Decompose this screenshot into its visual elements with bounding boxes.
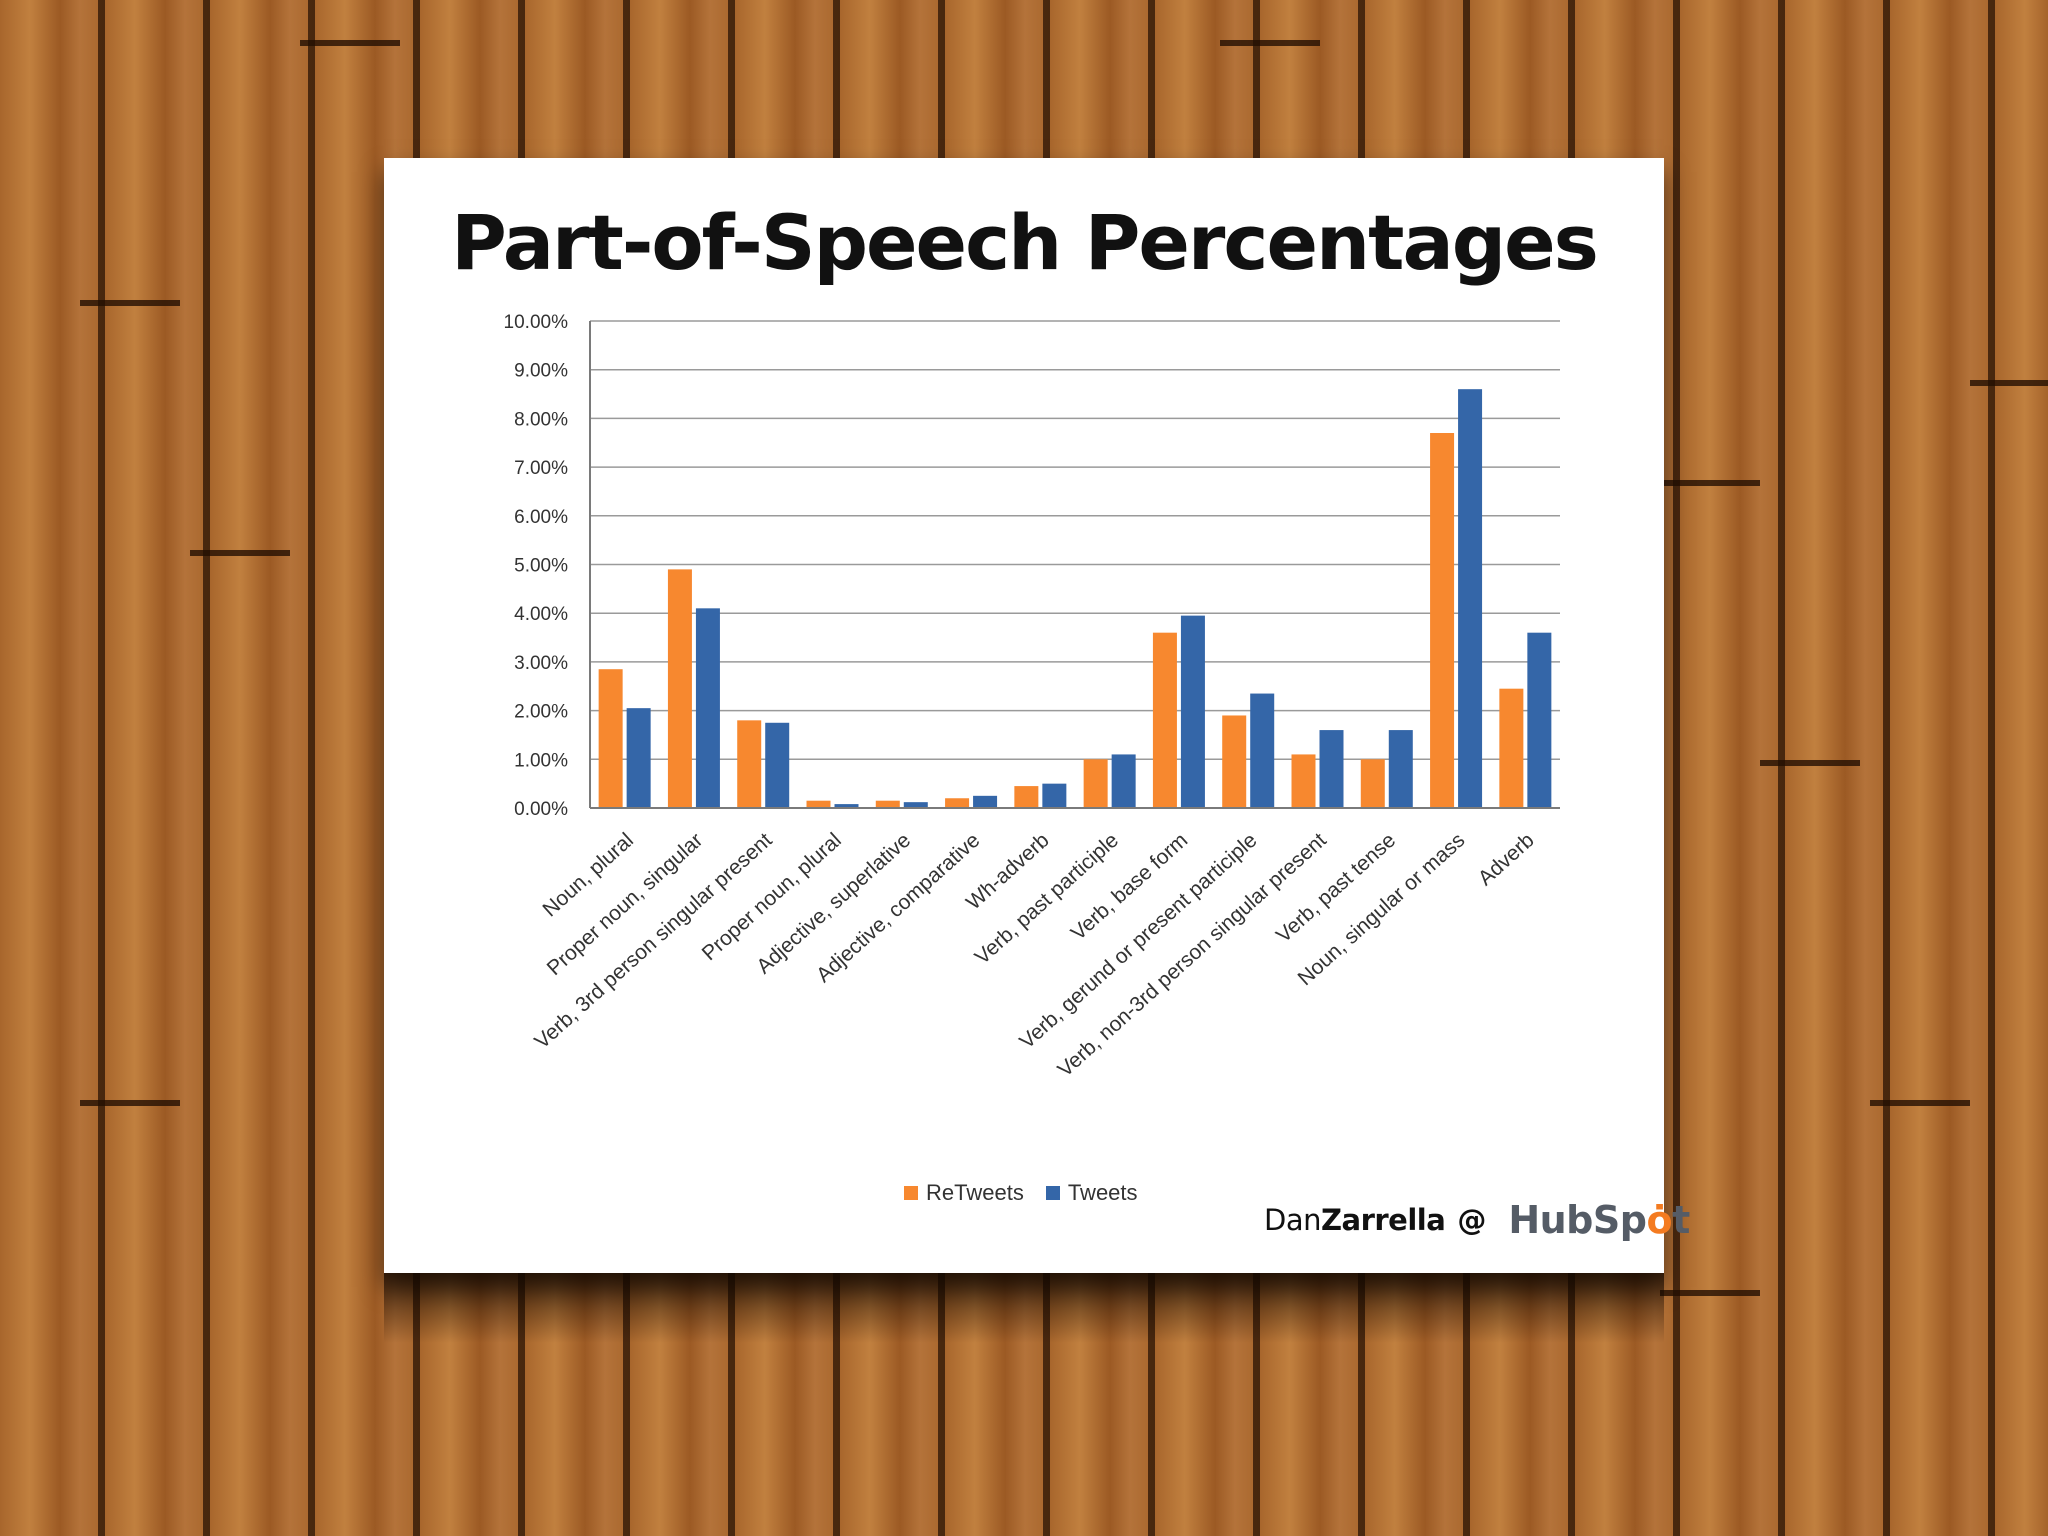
y-tick-label: 2.00% [514, 702, 568, 723]
legend-label-tweets: Tweets [1067, 1180, 1138, 1205]
at-sign: @ [1457, 1203, 1487, 1237]
legend-swatch-tweets [1045, 1186, 1060, 1200]
bar-retweets [945, 798, 970, 808]
bar-retweets [1014, 786, 1039, 808]
bar-retweets [1499, 688, 1524, 808]
bar-retweets [806, 800, 831, 808]
bar-retweets [1152, 632, 1177, 808]
bar-retweets [1291, 754, 1316, 808]
bar-tweets [1319, 730, 1344, 808]
bar-retweets [1360, 759, 1385, 808]
y-tick-label: 5.00% [514, 556, 568, 577]
bar-retweets [667, 569, 692, 808]
bar-tweets [695, 608, 720, 808]
bar-tweets [1250, 693, 1275, 808]
bar-tweets [834, 804, 859, 808]
bar-tweets [1042, 783, 1067, 808]
hubspot-logo: HubSpȯt [1508, 1198, 1690, 1242]
chart-legend: ReTweets Tweets [904, 1180, 1138, 1206]
bar-retweets [737, 720, 762, 808]
hubspot-logo-text: HubSp [1508, 1198, 1647, 1242]
bar-tweets [903, 802, 928, 808]
bar-retweets [1222, 715, 1247, 808]
y-tick-label: 6.00% [514, 507, 568, 528]
bar-tweets [1458, 389, 1483, 808]
y-tick-label: 9.00% [514, 361, 568, 382]
bar-chart: 0.00% 1.00% 2.00% 3.00% 4.00% 5.00% 6.00% 7.00%… [504, 312, 1560, 1082]
x-tick-label: Adverb [1474, 829, 1539, 891]
y-tick-label: 3.00% [514, 653, 568, 674]
slide: Part-of-Speech Percentages 0.00% 1.00% 2.0… [384, 158, 1690, 1273]
author-branding: DanZarrella @ HubSpȯt [1264, 1198, 1690, 1242]
author-first-name: Dan [1264, 1203, 1321, 1237]
x-tick-label: Verb, base form [1067, 829, 1193, 945]
bar-tweets [1388, 730, 1413, 808]
hubspot-logo-text-end: t [1672, 1198, 1690, 1242]
bar-tweets [626, 708, 651, 808]
x-tick-label: Verb, past tense [1272, 829, 1400, 948]
bar-tweets [973, 795, 998, 808]
y-tick-label: 1.00% [514, 750, 568, 771]
legend-item-retweets: ReTweets [904, 1180, 1024, 1206]
bar-tweets [1180, 615, 1205, 808]
sprocket-icon: ȯ [1646, 1198, 1673, 1242]
bar-tweets [1111, 754, 1136, 808]
y-tick-label: 8.00% [514, 409, 568, 430]
bar-retweets [1083, 759, 1108, 808]
bar-retweets [875, 800, 900, 808]
author-last-name: Zarrella [1320, 1203, 1446, 1237]
legend-swatch-retweets [904, 1186, 918, 1200]
author-name: DanZarrella [1264, 1203, 1446, 1237]
bar-tweets [765, 722, 790, 808]
bar-retweets [1430, 433, 1455, 808]
y-tick-label: 4.00% [514, 604, 568, 625]
chart-title: Part-of-Speech Percentages [451, 198, 1599, 287]
y-tick-label: 10.00% [504, 312, 569, 333]
bar-retweets [598, 669, 623, 808]
legend-item-tweets: Tweets [1045, 1180, 1138, 1206]
slide-shadow [384, 1273, 1664, 1343]
y-tick-label: 0.00% [514, 799, 568, 820]
legend-label-retweets: ReTweets [926, 1180, 1024, 1205]
y-tick-label: 7.00% [514, 458, 568, 479]
bar-tweets [1527, 632, 1552, 808]
